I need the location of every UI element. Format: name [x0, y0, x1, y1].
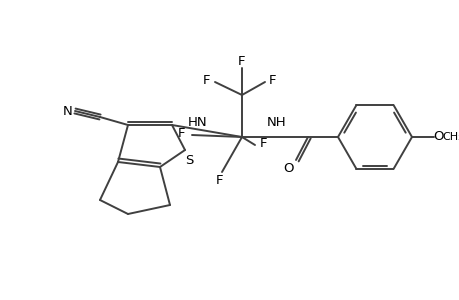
Text: NH: NH: [267, 116, 286, 128]
Text: F: F: [260, 136, 267, 149]
Text: F: F: [269, 74, 276, 86]
Text: F: F: [203, 74, 210, 86]
Text: CH₃: CH₃: [442, 132, 459, 142]
Text: F: F: [216, 173, 223, 187]
Text: S: S: [185, 154, 193, 166]
Text: O: O: [283, 161, 294, 175]
Text: O: O: [433, 130, 443, 142]
Text: F: F: [238, 55, 245, 68]
Text: HN: HN: [188, 116, 207, 128]
Text: F: F: [178, 127, 185, 140]
Text: N: N: [63, 104, 73, 118]
